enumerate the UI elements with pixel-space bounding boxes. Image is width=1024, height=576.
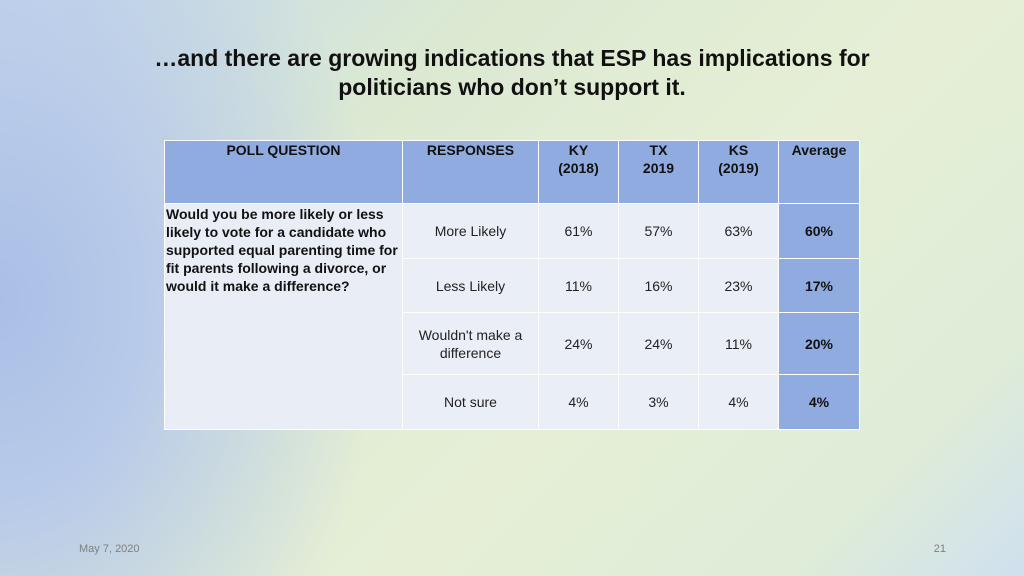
header-average: Average xyxy=(778,140,860,204)
slide-title-line-1: …and there are growing indications that … xyxy=(154,45,870,71)
tx-value: 3% xyxy=(618,374,699,430)
poll-results-table: POLL QUESTION RESPONSES KY (2018) TX 201… xyxy=(164,140,860,430)
table-row: Would you be more likely or less likely … xyxy=(164,203,860,430)
ky-value: 11% xyxy=(538,258,619,313)
header-ks-state: KS xyxy=(728,142,749,158)
table-row: Wouldn't make a difference 24% 24% 11% 2… xyxy=(165,312,860,375)
average-value: 60% xyxy=(778,203,860,259)
ky-value: 4% xyxy=(538,374,619,430)
table-row: Less Likely 11% 16% 23% 17% xyxy=(165,258,860,313)
ky-value: 24% xyxy=(538,312,619,375)
ky-value: 61% xyxy=(538,203,619,259)
slide-number: 21 xyxy=(933,543,946,555)
ks-value: 11% xyxy=(698,312,779,375)
header-tx-year: 2019 xyxy=(642,160,675,176)
average-value: 4% xyxy=(778,374,860,430)
table-header-row: POLL QUESTION RESPONSES KY (2018) TX 201… xyxy=(164,140,860,204)
slide-title-line-2: politicians who don’t support it. xyxy=(338,74,686,100)
response-label: More Likely xyxy=(402,203,539,259)
tx-value: 57% xyxy=(618,203,699,259)
header-tx: TX 2019 xyxy=(618,140,699,204)
header-ky: KY (2018) xyxy=(538,140,619,204)
tx-value: 24% xyxy=(618,312,699,375)
header-ky-state: KY xyxy=(568,142,589,158)
ks-value: 4% xyxy=(698,374,779,430)
ks-value: 23% xyxy=(698,258,779,313)
header-tx-state: TX xyxy=(649,142,668,158)
tx-value: 16% xyxy=(618,258,699,313)
header-poll-question: POLL QUESTION xyxy=(164,140,403,204)
header-ks-year: (2019) xyxy=(718,160,759,176)
header-ky-year: (2018) xyxy=(558,160,599,176)
header-responses: RESPONSES xyxy=(402,140,539,204)
poll-question-text: Would you be more likely or less likely … xyxy=(164,203,403,430)
response-label: Not sure xyxy=(402,374,539,430)
ks-value: 63% xyxy=(698,203,779,259)
average-value: 17% xyxy=(778,258,860,313)
average-value: 20% xyxy=(778,312,860,375)
footer-date: May 7, 2020 xyxy=(79,543,140,555)
slide-title: …and there are growing indications that … xyxy=(60,44,964,102)
response-label: Wouldn't make a difference xyxy=(402,312,539,375)
response-label: Less Likely xyxy=(402,258,539,313)
table-row: Not sure 4% 3% 4% 4% xyxy=(165,374,860,430)
header-ks: KS (2019) xyxy=(698,140,779,204)
